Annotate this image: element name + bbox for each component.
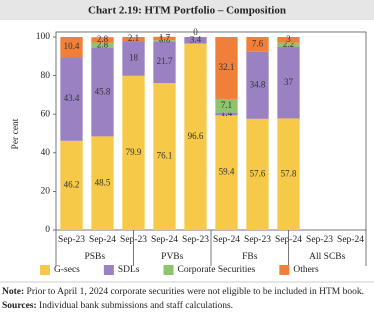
bar-segment xyxy=(246,37,269,52)
data-label: 2.1 xyxy=(128,33,139,43)
y-tick-label: 100 xyxy=(36,32,51,42)
note-text: Individual bank submissions and staff ca… xyxy=(39,301,234,311)
group-label: All SCBs xyxy=(309,252,345,262)
notes: Note: Prior to April 1, 2024 corporate s… xyxy=(2,286,372,312)
legend-label: SDLs xyxy=(118,265,140,275)
legend-label: Others xyxy=(293,265,319,275)
data-label: 45.8 xyxy=(95,86,111,96)
bar-segment xyxy=(91,48,114,137)
bar-segment xyxy=(122,37,145,42)
x-tick-label: Sep-24 xyxy=(151,235,178,245)
y-tick-label: 20 xyxy=(41,187,51,197)
bar-segment xyxy=(153,41,176,84)
y-tick-label: 60 xyxy=(41,109,51,119)
data-label: 34.8 xyxy=(250,79,266,89)
legend-swatch xyxy=(40,265,50,275)
bar-segment xyxy=(246,51,269,119)
bar-segment xyxy=(215,98,238,113)
data-label: 43.4 xyxy=(64,93,80,103)
bar-segment xyxy=(122,41,145,76)
data-label: 0 xyxy=(193,27,198,37)
data-label: 79.9 xyxy=(126,147,142,157)
x-tick-label: Sep-24 xyxy=(89,235,116,245)
bar-segment xyxy=(122,75,145,230)
bar-segment xyxy=(215,115,238,230)
bar-segment xyxy=(91,136,114,230)
data-label: 48.5 xyxy=(95,177,111,187)
y-axis-label: Per cent xyxy=(11,118,21,149)
note-label: Note: xyxy=(2,287,25,297)
legend-label: Corporate Securities xyxy=(178,265,256,275)
notes-box: Note: Prior to April 1, 2024 corporate s… xyxy=(2,286,372,312)
bar-segment xyxy=(60,140,83,230)
legend-swatch xyxy=(103,265,114,275)
y-tick-label: 0 xyxy=(45,225,50,235)
data-label: 10.4 xyxy=(64,41,80,51)
data-label: 59.4 xyxy=(219,167,235,177)
data-label: 3.4 xyxy=(190,34,202,44)
title-band xyxy=(0,0,374,20)
group-label: PVBs xyxy=(161,252,183,262)
bar-segment xyxy=(91,37,114,43)
x-tick-label: Sep-23 xyxy=(306,235,333,245)
data-label: 76.1 xyxy=(157,151,173,161)
data-label: 32.1 xyxy=(219,62,235,72)
bar-segment xyxy=(153,83,176,230)
legend-swatch xyxy=(163,265,174,275)
chart-title: Chart 2.19: HTM Portfolio – Composition xyxy=(88,5,286,17)
y-tick-label: 80 xyxy=(41,71,51,81)
note-label: Sources: xyxy=(2,301,37,311)
data-label: 96.6 xyxy=(188,131,204,141)
x-tick-label: Sep-24 xyxy=(337,235,364,245)
data-label: 1.7 xyxy=(159,33,171,43)
legend-swatch xyxy=(279,265,290,275)
x-tick-label: Sep-23 xyxy=(244,235,271,245)
data-label: 1.4 xyxy=(221,108,233,118)
note: Note: Prior to April 1, 2024 corporate s… xyxy=(2,286,372,298)
data-label: 7.1 xyxy=(221,100,232,110)
x-tick-label: Sep-24 xyxy=(213,235,240,245)
data-label: 37 xyxy=(284,77,294,87)
bar-segment xyxy=(153,40,176,42)
data-label: 46.2 xyxy=(64,179,80,189)
group-label: PSBs xyxy=(84,252,105,262)
data-label: 57.6 xyxy=(250,168,266,178)
bar-segment xyxy=(215,112,238,116)
y-tick-label: 40 xyxy=(41,148,51,158)
bar-segment xyxy=(277,118,300,230)
legend-label: G-secs xyxy=(54,265,80,275)
data-label: 57.8 xyxy=(281,168,297,178)
group-label: FBs xyxy=(242,252,258,262)
note: Sources: Individual bank submissions and… xyxy=(2,300,372,312)
bar-segment xyxy=(277,47,300,119)
data-label: 18 xyxy=(129,52,139,62)
data-label: 2.8 xyxy=(97,39,109,49)
bar-segment xyxy=(277,37,300,43)
data-label: 7.6 xyxy=(252,38,264,48)
bar-segment xyxy=(215,37,238,99)
data-label: 2.8 xyxy=(97,34,109,44)
data-label: 3 xyxy=(286,34,291,44)
x-tick-label: Sep-23 xyxy=(182,235,209,245)
bar-segment xyxy=(277,42,300,48)
bar-segment xyxy=(184,37,207,44)
bar-segment xyxy=(184,43,207,231)
note-text: Prior to April 1, 2024 corporate securit… xyxy=(26,287,364,297)
bar-segment xyxy=(91,42,114,49)
bar-segment xyxy=(153,36,176,41)
data-label: 21.7 xyxy=(157,56,173,66)
x-tick-label: Sep-23 xyxy=(58,235,85,245)
bar-segment xyxy=(60,37,83,58)
bar-segment xyxy=(246,118,269,230)
data-label: 2.2 xyxy=(283,39,294,49)
bar-segment xyxy=(60,57,83,141)
